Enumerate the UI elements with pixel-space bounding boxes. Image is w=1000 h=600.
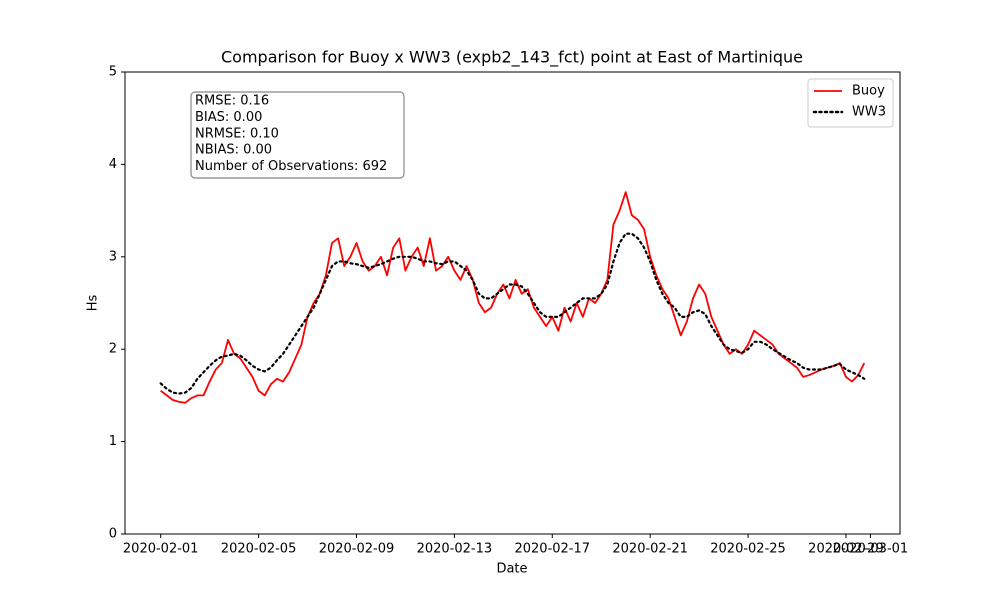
legend-label: WW3 [852, 105, 886, 120]
x-tick-label: 2020-02-21 [612, 542, 688, 557]
series-line [159, 232, 866, 395]
stats-text: Number of Observations: 692 [195, 159, 387, 174]
x-tick-label: 2020-02-09 [319, 542, 395, 557]
x-axis-label: Date [496, 562, 527, 577]
y-tick-label: 3 [109, 249, 117, 264]
x-tick-label: 2020-02-17 [514, 542, 590, 557]
chart-title: Comparison for Buoy x WW3 (expb2_143_fct… [221, 48, 803, 68]
plot-frame [124, 71, 901, 535]
x-tick-label: 2020-03-01 [833, 542, 909, 557]
stats-text: NRMSE: 0.10 [195, 126, 279, 141]
x-tick-label: 2020-02-05 [221, 542, 297, 557]
x-tick-label: 2020-02-13 [417, 542, 493, 557]
stats-text: NBIAS: 0.00 [195, 143, 272, 158]
legend-label: Buoy [852, 84, 885, 99]
x-tick-label: 2020-02-01 [123, 542, 199, 557]
y-tick-label: 5 [109, 65, 117, 80]
series-line [160, 191, 866, 404]
legend: Buoy WW3 [807, 78, 894, 128]
x-tick-label: 2020-02-25 [710, 542, 786, 557]
y-tick-label: 2 [109, 342, 117, 357]
x-tick-label: 2020-02-29 [808, 542, 884, 557]
y-tick-label: 1 [109, 434, 117, 449]
y-tick-label: 0 [109, 527, 117, 542]
stats-text: BIAS: 0.00 [195, 110, 262, 125]
y-tick-label: 4 [109, 157, 117, 172]
stats-text: RMSE: 0.16 [195, 94, 269, 109]
stats-box-frame [190, 91, 405, 179]
y-axis-label: Hs [86, 295, 101, 312]
